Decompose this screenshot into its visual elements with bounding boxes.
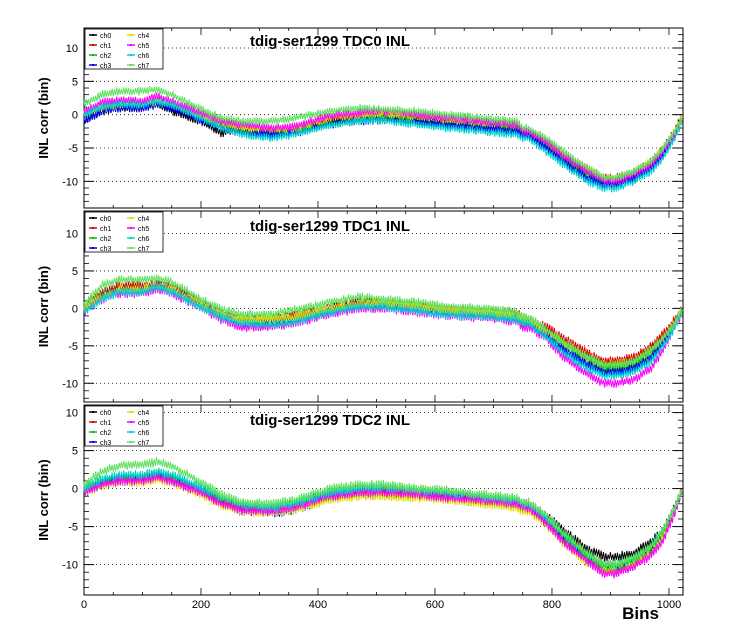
legend-marker-ch4 — [130, 34, 132, 36]
legend-marker-ch3 — [92, 441, 94, 443]
series-ch5-line — [83, 473, 683, 579]
y-tick-label: -5 — [68, 522, 78, 534]
legend-label-ch6: ch6 — [138, 236, 149, 243]
legend-label-ch0: ch0 — [100, 216, 111, 223]
plot-title: tdig-ser1299 TDC0 INL — [250, 33, 410, 50]
legend-label-ch3: ch3 — [100, 246, 111, 253]
legend-marker-ch2 — [92, 431, 94, 433]
legend-marker-ch1 — [92, 227, 94, 229]
y-tick-label: 10 — [66, 228, 78, 240]
legend-marker-ch4 — [130, 411, 132, 413]
legend-label-ch2: ch2 — [100, 53, 111, 60]
series-group — [83, 274, 683, 389]
tdc0-inl-panel: 10 5 0 -5 -10 INL corr (bin) tdig-ser1299 TDC0… — [36, 27, 684, 209]
tdc2-inl-panel: 10 5 0 -5 -10 0 200 400 600 800 1000 INL corr (bin)… — [36, 404, 684, 622]
legend-label-ch7: ch7 — [138, 63, 149, 70]
legend-marker-ch5 — [130, 227, 132, 229]
y-tick-label: -10 — [62, 378, 78, 390]
y-tick-label: 0 — [72, 303, 78, 315]
legend-label-ch0: ch0 — [100, 33, 111, 40]
series-ch6-line — [83, 98, 683, 193]
series-ch7-line — [83, 457, 683, 569]
legend-label-ch5: ch5 — [138, 420, 149, 427]
legend-marker-ch2 — [92, 54, 94, 56]
y-tick-label: 10 — [66, 43, 78, 55]
legend-marker-ch7 — [130, 247, 132, 249]
y-tick-label: -10 — [62, 176, 78, 188]
legend-label-ch1: ch1 — [100, 226, 111, 233]
series-ch7-line — [83, 274, 683, 369]
legend-marker-ch6 — [130, 237, 132, 239]
legend-marker-ch0 — [92, 217, 94, 219]
legend-label-ch4: ch4 — [138, 33, 149, 40]
series-group — [83, 457, 683, 579]
x-tick-label: 1000 — [657, 599, 681, 611]
x-tick-label: 0 — [81, 599, 87, 611]
legend-label-ch4: ch4 — [138, 410, 149, 417]
legend-label-ch0: ch0 — [100, 410, 111, 417]
legend-marker-ch5 — [130, 421, 132, 423]
y-axis-label: INL corr (bin) — [36, 459, 51, 540]
legend-marker-ch5 — [130, 44, 132, 46]
legend-label-ch6: ch6 — [138, 430, 149, 437]
legend-label-ch7: ch7 — [138, 440, 149, 447]
legend-marker-ch6 — [130, 431, 132, 433]
y-tick-label: 0 — [72, 110, 78, 122]
legend-marker-ch7 — [130, 441, 132, 443]
y-tick-label: 0 — [72, 484, 78, 496]
legend-label-ch2: ch2 — [100, 236, 111, 243]
series-group — [83, 85, 683, 193]
legend: ch0 ch1 ch2 ch3 ch4 ch5 ch6 ch7 — [84, 405, 164, 447]
legend-marker-ch3 — [92, 247, 94, 249]
x-tick-label: 600 — [426, 599, 444, 611]
legend-label-ch1: ch1 — [100, 420, 111, 427]
legend-label-ch2: ch2 — [100, 430, 111, 437]
legend-marker-ch1 — [92, 44, 94, 46]
legend-marker-ch3 — [92, 64, 94, 66]
y-axis-label: INL corr (bin) — [36, 266, 51, 347]
y-tick-label: 5 — [72, 76, 78, 88]
x-tick-label: 800 — [543, 599, 561, 611]
legend-box — [84, 211, 164, 253]
legend-box — [84, 405, 164, 447]
legend-label-ch4: ch4 — [138, 216, 149, 223]
plot-title: tdig-ser1299 TDC2 INL — [250, 412, 410, 429]
legend-label-ch7: ch7 — [138, 246, 149, 253]
x-tick-label: 400 — [309, 599, 327, 611]
legend-marker-ch1 — [92, 421, 94, 423]
legend-box — [84, 28, 164, 70]
legend-marker-ch6 — [130, 54, 132, 56]
plot-title: tdig-ser1299 TDC1 INL — [250, 218, 410, 235]
legend: ch0 ch1 ch2 ch3 ch4 ch5 ch6 ch7 — [84, 28, 164, 70]
legend-marker-ch2 — [92, 237, 94, 239]
legend-label-ch3: ch3 — [100, 440, 111, 447]
y-tick-label: 5 — [72, 266, 78, 278]
legend-marker-ch4 — [130, 217, 132, 219]
tdc1-inl-panel: 10 5 0 -5 -10 INL corr (bin) tdig-ser1299 TDC1… — [36, 210, 684, 403]
x-tick-label: 200 — [192, 599, 210, 611]
y-tick-label: 10 — [66, 408, 78, 420]
y-tick-label: -10 — [62, 560, 78, 572]
legend-label-ch6: ch6 — [138, 53, 149, 60]
legend-label-ch5: ch5 — [138, 226, 149, 233]
legend-label-ch1: ch1 — [100, 43, 111, 50]
series-ch7-line — [83, 85, 683, 183]
legend-label-ch3: ch3 — [100, 63, 111, 70]
y-axis-label: INL corr (bin) — [36, 77, 51, 158]
legend: ch0 ch1 ch2 ch3 ch4 ch5 ch6 ch7 — [84, 211, 164, 253]
x-axis-label: Bins — [622, 604, 659, 622]
y-tick-label: -5 — [68, 341, 78, 353]
series-ch6-line — [83, 283, 683, 381]
y-tick-label: 5 — [72, 446, 78, 458]
legend-label-ch5: ch5 — [138, 43, 149, 50]
legend-marker-ch0 — [92, 34, 94, 36]
y-tick-label: -5 — [68, 143, 78, 155]
legend-marker-ch7 — [130, 64, 132, 66]
legend-marker-ch0 — [92, 411, 94, 413]
